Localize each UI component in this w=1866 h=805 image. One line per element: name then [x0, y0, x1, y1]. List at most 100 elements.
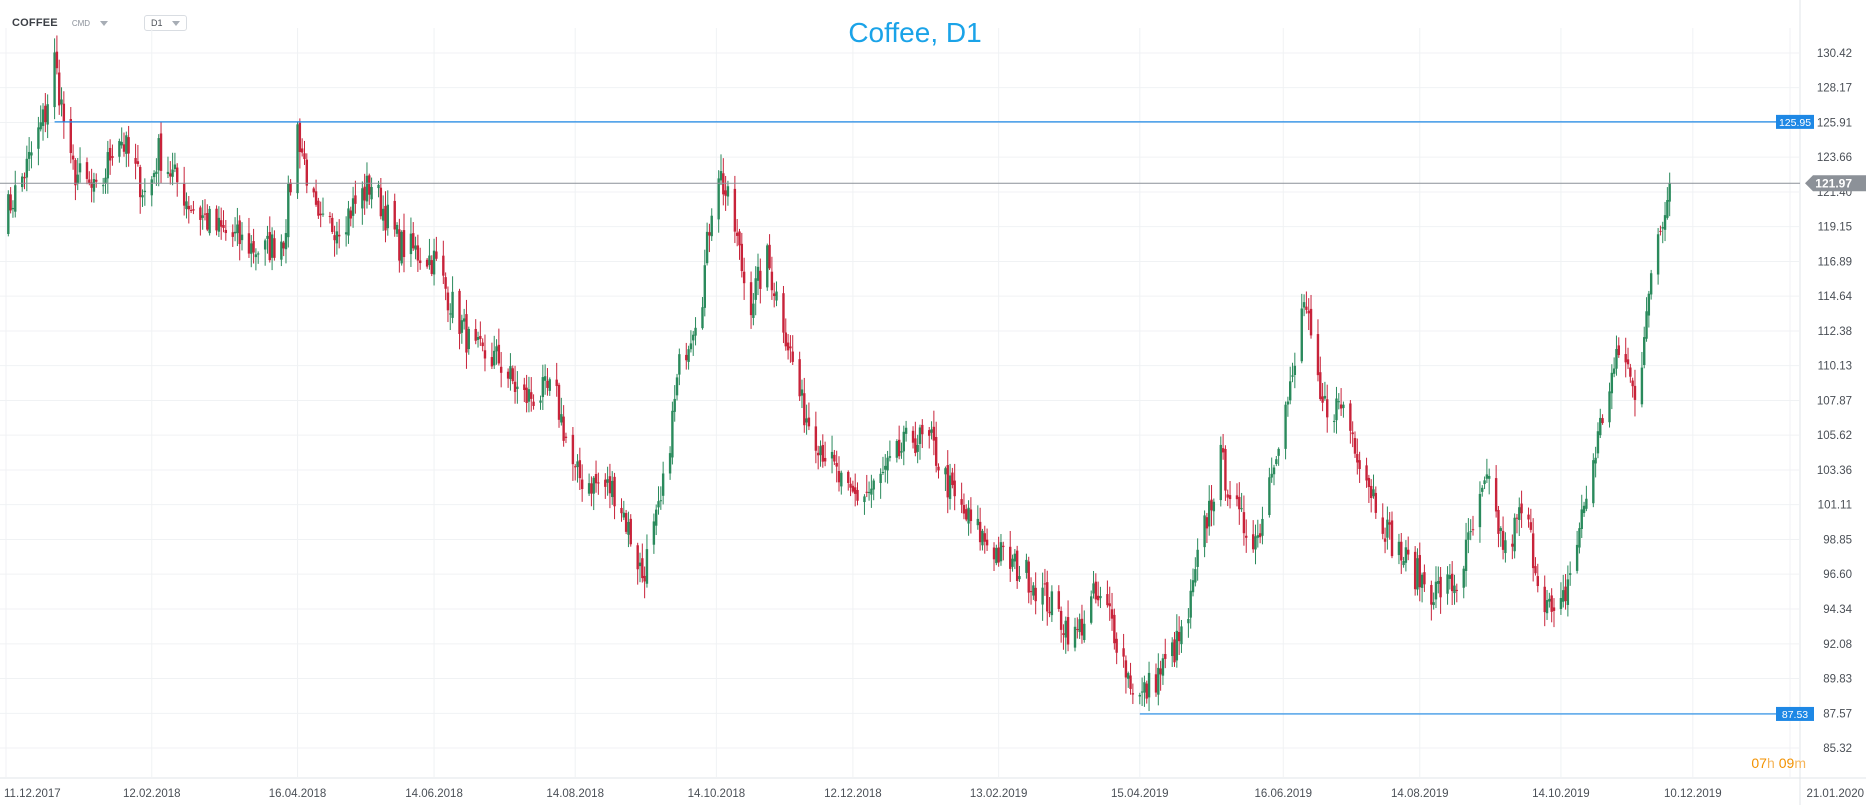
candle-up: [775, 281, 778, 307]
candle-body: [1612, 368, 1616, 374]
candle-body: [335, 231, 339, 244]
candle-body: [344, 232, 348, 235]
candle-down: [571, 426, 575, 481]
candle-down: [983, 525, 986, 554]
symbol-dropdown-caret-icon[interactable]: [100, 20, 109, 26]
candle-up: [1256, 519, 1260, 548]
candle-up: [661, 461, 665, 505]
candle-body: [1647, 293, 1651, 316]
candle-up: [1099, 586, 1102, 609]
candle-up: [381, 195, 385, 231]
candle-up: [800, 379, 804, 409]
candle-body: [240, 234, 244, 241]
candle-body: [444, 277, 447, 289]
candle-body: [122, 144, 126, 152]
candle-body: [1293, 365, 1297, 376]
candle-down: [268, 216, 271, 263]
candle-up: [1612, 357, 1616, 378]
symbol-label[interactable]: COFFEE: [12, 17, 58, 29]
candle-body: [25, 158, 29, 178]
candle-body: [460, 320, 464, 333]
candle-down: [564, 432, 568, 444]
candle-down: [1407, 536, 1410, 561]
candle-down: [946, 450, 949, 514]
timeframe-select[interactable]: D1: [144, 15, 187, 31]
exchange-label[interactable]: CMD: [71, 18, 91, 28]
candle-down: [333, 225, 336, 257]
candle-up: [1478, 481, 1482, 543]
candle-down: [798, 351, 801, 401]
candle-body: [532, 401, 535, 406]
candle-down: [1131, 683, 1135, 705]
candle-up: [321, 197, 325, 217]
candle-down: [1305, 291, 1308, 314]
candle-body: [574, 466, 577, 468]
candle-up: [1640, 351, 1644, 408]
candle-body: [851, 485, 855, 492]
candle-down: [1633, 369, 1637, 417]
candle-body: [319, 213, 322, 216]
candle-body: [53, 52, 56, 108]
candle-up: [1147, 661, 1151, 712]
candle-up: [1143, 675, 1146, 707]
candle-body: [1002, 545, 1005, 548]
candle-body: [1187, 618, 1190, 624]
candle-body: [527, 389, 531, 402]
candle-up: [1092, 570, 1095, 599]
candle-body: [1374, 492, 1378, 513]
annotations[interactable]: 125.95 87.53 121.97: [0, 114, 1866, 721]
candle-up: [543, 364, 547, 395]
candle-body: [1205, 517, 1209, 529]
x-tick-label: 14.10.2019: [1532, 788, 1590, 800]
candle-up: [365, 162, 369, 209]
candle-body: [1302, 302, 1306, 308]
candle-body: [1275, 459, 1278, 465]
candle-body: [742, 271, 746, 284]
countdown-minutes-unit: m: [1794, 755, 1806, 771]
candle-body: [1550, 595, 1553, 612]
candle-up: [1289, 366, 1292, 405]
y-tick-label: 94.34: [1823, 604, 1852, 616]
candle-body: [645, 549, 649, 584]
candle-body: [416, 245, 420, 261]
candle-body: [481, 342, 484, 347]
timeframe-caret-icon: [171, 20, 180, 26]
candle-body: [451, 291, 454, 318]
candle-down: [479, 321, 482, 346]
candle-up: [296, 122, 299, 199]
candle-up: [1300, 293, 1303, 364]
candle-down: [1531, 518, 1535, 582]
candle-up: [46, 94, 49, 139]
candle-body: [1559, 597, 1563, 610]
candle-down: [1413, 546, 1417, 596]
candle-down: [206, 204, 209, 232]
candle-body: [1046, 582, 1049, 612]
candle-down: [740, 232, 744, 278]
candle-down: [851, 480, 855, 494]
candle-body: [1221, 448, 1225, 453]
candle-up: [1615, 335, 1618, 376]
candle-up: [627, 511, 630, 548]
candle-down: [465, 299, 468, 369]
candle-down: [1205, 512, 1209, 544]
candle-body: [1645, 311, 1648, 339]
candle-body: [513, 381, 517, 392]
candle-body: [879, 473, 882, 484]
candle-body: [1485, 474, 1489, 479]
candle-up: [1275, 455, 1278, 467]
candle-body: [263, 240, 267, 250]
candle-up: [7, 190, 10, 237]
candle-up: [516, 371, 519, 404]
candle-body: [254, 254, 258, 258]
candle-up: [673, 385, 676, 422]
candle-body: [735, 232, 739, 236]
candle-body: [1407, 549, 1410, 555]
candle-down: [937, 463, 940, 479]
candle-up: [78, 147, 82, 183]
candle-down: [856, 482, 859, 506]
candle-up: [754, 266, 757, 316]
candle-body: [71, 155, 75, 160]
candle-body: [641, 558, 644, 579]
